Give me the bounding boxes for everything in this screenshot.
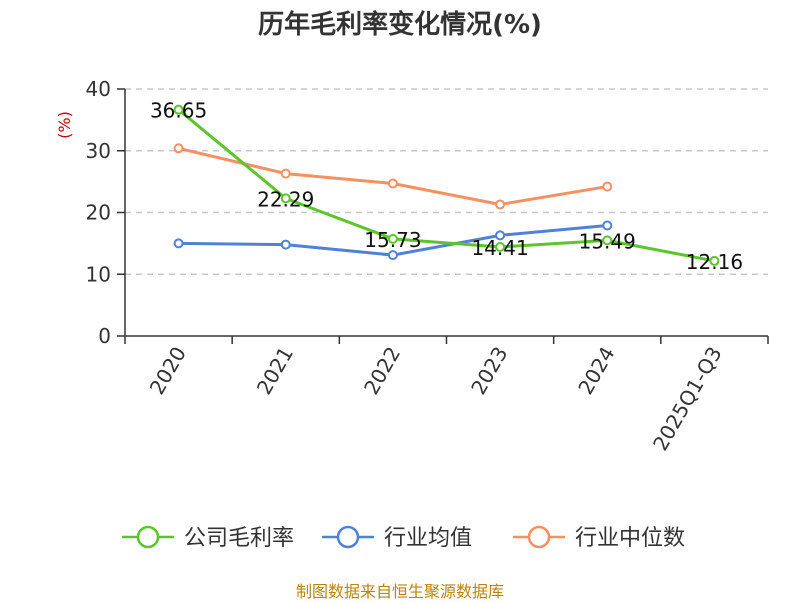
legend-item: 行业中位数 — [513, 525, 685, 551]
data-point — [173, 104, 184, 115]
x-tick-label: 2024 — [573, 343, 619, 399]
data-point — [173, 238, 184, 249]
data-point — [387, 250, 398, 261]
legend-label: 行业中位数 — [575, 526, 685, 551]
data-point — [495, 199, 506, 210]
data-source-note: 制图数据来自恒生聚源数据库 — [295, 582, 504, 601]
legend-label: 公司毛利率 — [184, 526, 294, 551]
y-tick-label: 40 — [86, 77, 111, 101]
legend-swatch-marker — [527, 525, 551, 549]
chart-title: 历年毛利率变化情况(%) — [258, 9, 542, 40]
legend-swatch-marker — [336, 525, 360, 549]
data-point — [280, 193, 291, 204]
data-label: 36.65 — [150, 99, 207, 123]
series-line — [177, 108, 715, 263]
data-point — [280, 168, 291, 179]
x-tick-label: 2021 — [252, 343, 298, 399]
data-point — [602, 220, 613, 231]
grid-lines — [125, 88, 768, 275]
x-tick-label: 2020 — [145, 343, 191, 399]
y-tick-label: 0 — [98, 324, 111, 348]
data-label: 12.16 — [686, 250, 743, 274]
data-label: 22.29 — [257, 187, 314, 211]
data-point — [280, 239, 291, 250]
y-axis-label: (%) — [55, 111, 74, 139]
data-point — [602, 181, 613, 192]
x-tick-label: 2025Q1-Q3 — [648, 343, 727, 455]
data-point — [387, 178, 398, 189]
legend: 公司毛利率 行业均值 行业中位数 — [122, 525, 685, 551]
data-label: 14.41 — [471, 236, 528, 260]
series-layer: 36.65 22.29 15.73 14.41 15.49 12.16 — [150, 99, 743, 274]
data-point — [709, 255, 720, 266]
y-tick-label: 10 — [86, 262, 111, 286]
legend-item: 公司毛利率 — [122, 525, 294, 551]
x-tick-label: 2023 — [466, 343, 512, 399]
data-label: 15.73 — [364, 228, 421, 252]
y-tick-label: 20 — [86, 201, 111, 225]
data-label: 15.49 — [579, 229, 636, 253]
data-point — [173, 143, 184, 154]
series-line — [178, 146, 608, 206]
axes: 0 10 20 30 40 2020 2021 2022 2023 2024 2025Q1-Q3 — [86, 77, 769, 455]
legend-label: 行业均值 — [384, 526, 472, 551]
y-tick-label: 30 — [86, 139, 111, 163]
data-point — [387, 233, 398, 244]
data-point — [495, 230, 506, 241]
data-point — [495, 242, 506, 253]
legend-swatch-marker — [136, 525, 160, 549]
x-tick-label: 2022 — [359, 343, 405, 399]
data-point — [602, 235, 613, 246]
legend-item: 行业均值 — [322, 525, 472, 551]
